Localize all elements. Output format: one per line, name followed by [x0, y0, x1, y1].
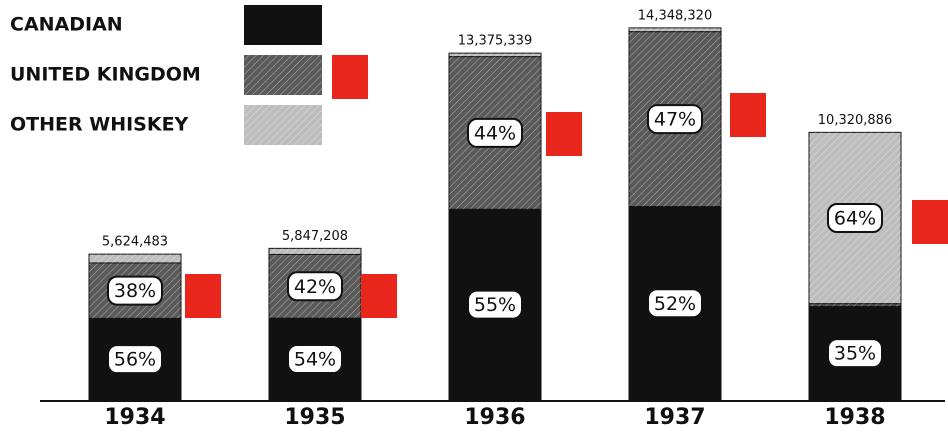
redaction [361, 274, 397, 318]
redaction [730, 93, 766, 137]
redaction [546, 112, 582, 156]
total-label: 5,847,208 [282, 229, 348, 244]
x-tick-label: 1938 [824, 405, 885, 430]
data-label: 56% [114, 349, 156, 371]
bar-hatch [89, 254, 181, 263]
bar-hatch [809, 303, 901, 307]
data-label: 55% [474, 294, 516, 316]
total-label: 13,375,339 [458, 34, 532, 49]
label-box [287, 344, 343, 375]
redaction [332, 55, 368, 99]
label-box [647, 104, 703, 135]
x-tick-label: 1935 [284, 405, 345, 430]
x-tick-label: 1937 [644, 405, 705, 430]
bar-hatch [629, 27, 721, 32]
bar-segment [268, 317, 362, 401]
total-label: 10,320,886 [818, 113, 892, 128]
label-box [827, 202, 883, 233]
label-box [287, 271, 343, 302]
total-label: 14,348,320 [638, 8, 712, 23]
legend-hatch [244, 105, 322, 145]
label-box [107, 275, 163, 306]
data-label: 64% [834, 207, 876, 229]
bar-hatch [269, 248, 361, 255]
plot: CANADIAN UNITED KINGDOM OTHER WHISKEY 56% 38… [10, 5, 902, 430]
total-label: 5,624,483 [102, 235, 168, 250]
bar-hatch [449, 53, 541, 57]
data-label: 35% [834, 343, 876, 365]
x-tick-label: 1934 [104, 405, 165, 430]
x-tick-label: 1936 [464, 405, 525, 430]
legend-hatch [244, 55, 322, 95]
label-box [827, 338, 883, 369]
label-box [647, 288, 703, 319]
legend-label: UNITED KINGDOM [10, 64, 201, 86]
data-label: 42% [294, 276, 336, 298]
data-label: 38% [114, 280, 156, 302]
redaction [185, 274, 221, 318]
label-box [107, 344, 163, 375]
data-label: 44% [474, 122, 516, 144]
legend-label: CANADIAN [10, 14, 123, 36]
label-box [467, 289, 523, 320]
label-box [467, 117, 523, 148]
legend-label: OTHER WHISKEY [10, 114, 189, 136]
legend-swatch [244, 5, 322, 45]
data-label: 52% [654, 293, 696, 315]
data-label: 54% [294, 349, 336, 371]
redaction [912, 200, 948, 244]
data-label: 47% [654, 109, 696, 131]
